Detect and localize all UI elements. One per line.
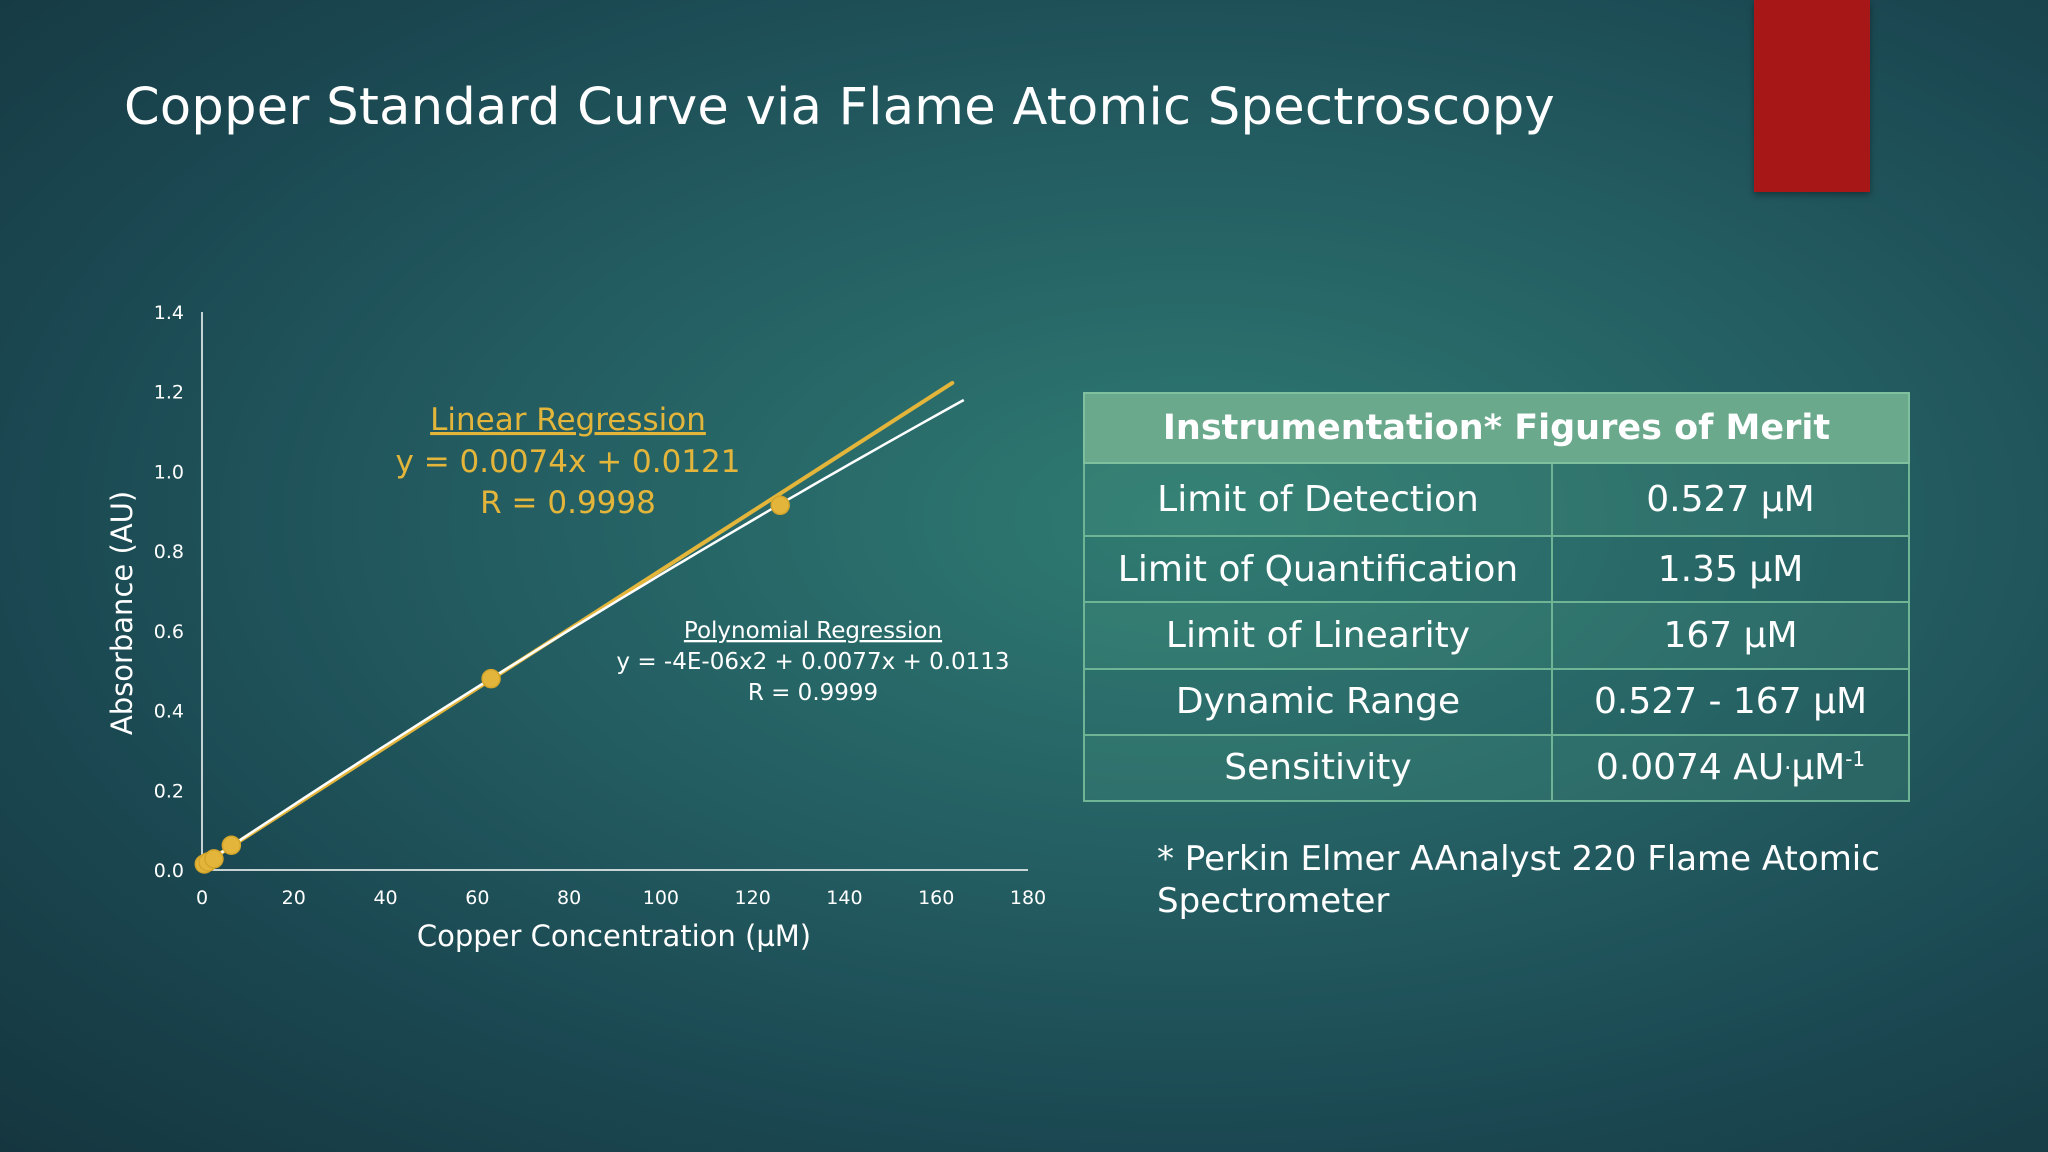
table-row: Sensitivity 0.0074 AU·µM-1 [1083,733,1910,803]
polynomial-trendline [201,398,965,867]
slide-title: Copper Standard Curve via Flame Atomic S… [124,78,1556,137]
x-tick-label: 160 [918,887,954,909]
row-label-sensitivity: Sensitivity [1083,733,1553,803]
row-label-limit-of-detection: Limit of Detection [1083,461,1553,538]
data-point [770,495,790,516]
x-tick-label: 100 [643,887,679,909]
sensitivity-value: 0.0074 AU [1595,747,1785,789]
x-tick-label: 40 [373,887,397,909]
table-header: Instrumentation* Figures of Merit [1083,392,1910,464]
row-label-dynamic-range: Dynamic Range [1083,667,1553,736]
sensitivity-exponent: -1 [1845,747,1866,772]
row-label-limit-of-linearity: Limit of Linearity [1083,601,1553,670]
row-label-limit-of-quantification: Limit of Quantification [1083,535,1553,604]
row-value-limit-of-linearity: 167 µM [1551,601,1910,670]
row-value-limit-of-quantification: 1.35 µM [1551,535,1910,604]
row-value-limit-of-detection: 0.527 µM [1551,461,1910,538]
table-row: Limit of Linearity 167 µM [1083,601,1910,670]
y-axis-title: Absorbance (AU) [105,491,139,735]
table-row: Limit of Quantification 1.35 µM [1083,535,1910,604]
y-tick-label: 1.2 [154,382,184,404]
red-accent-bar [1754,0,1870,192]
linear-regression-heading: Linear Regression [430,402,706,438]
x-tick-label: 20 [282,887,306,909]
y-tick-label: 1.4 [154,302,184,324]
y-tick-label: 0.6 [154,621,184,643]
row-value-dynamic-range: 0.527 - 167 µM [1551,667,1910,736]
x-tick-label: 80 [557,887,581,909]
row-value-sensitivity: 0.0074 AU·µM-1 [1551,733,1910,803]
data-point [481,668,501,689]
linear-regression-equation: y = 0.0074x + 0.0121 [396,444,741,480]
figures-of-merit-table: Instrumentation* Figures of Merit Limit … [1083,392,1910,803]
data-point [204,849,224,869]
data-point [221,835,242,856]
linear-regression-r: R = 0.9998 [480,485,656,521]
y-tick-label: 0.4 [154,701,184,723]
sensitivity-dot-separator: · [1784,756,1792,782]
chart-axes: 0 20 40 60 80 100 120 140 160 180 0.0 0.2 0.4 0.6 0.8 1… [154,302,1046,909]
chart-trendlines [200,380,965,868]
chart-text: Copper Concentration (µM) Absorbance (AU… [105,402,1010,953]
polynomial-regression-heading: Polynomial Regression [684,618,942,644]
table-row: Limit of Detection 0.527 µM [1083,461,1910,538]
x-tick-label: 60 [465,887,489,909]
table-row: Dynamic Range 0.527 - 167 µM [1083,667,1910,736]
y-tick-label: 0.0 [154,860,184,882]
y-tick-label: 1.0 [154,461,184,483]
x-tick-label: 140 [826,887,862,909]
x-tick-label: 180 [1010,887,1046,909]
x-tick-label: 0 [196,887,208,909]
polynomial-regression-equation: y = -4E-06x2 + 0.0077x + 0.0113 [616,649,1009,675]
polynomial-regression-r: R = 0.9999 [748,680,878,706]
chart-data-points [194,495,790,874]
instrument-footnote: * Perkin Elmer AAnalyst 220 Flame Atomic… [1157,839,1880,921]
y-tick-label: 0.2 [154,780,184,802]
y-tick-label: 0.8 [154,541,184,563]
sensitivity-unit: µM [1791,747,1846,789]
x-tick-label: 120 [735,887,771,909]
x-axis-title: Copper Concentration (µM) [417,919,811,953]
